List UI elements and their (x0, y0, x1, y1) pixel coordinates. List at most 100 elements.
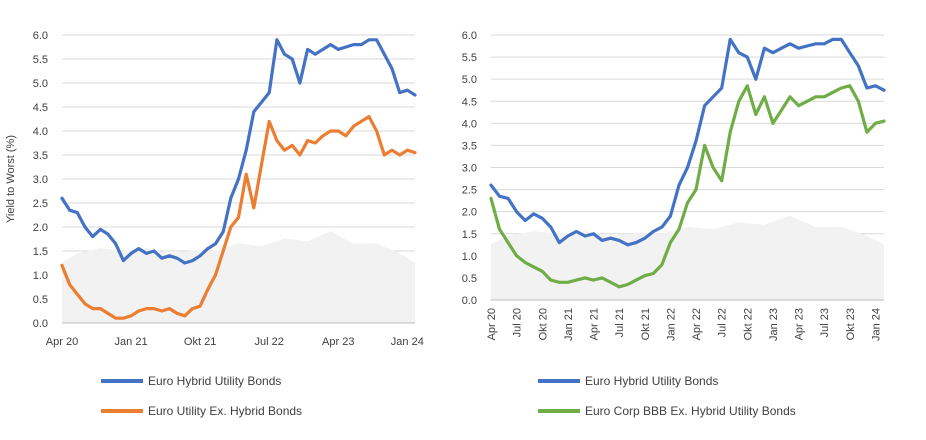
data-point (857, 64, 860, 68)
data-point (557, 280, 561, 284)
data-point (651, 272, 655, 275)
y-tick-label: 6.0 (33, 30, 48, 42)
data-point (221, 230, 225, 234)
data-point (75, 292, 79, 296)
x-tick-label: Apr 20 (486, 308, 498, 340)
data-point (244, 172, 248, 176)
data-point (523, 219, 527, 222)
legend-label: Euro Corp BBB Ex. Hybrid Utility Bonds (585, 404, 796, 418)
data-point (788, 95, 792, 99)
data-point (771, 121, 775, 125)
data-point (214, 242, 217, 246)
data-point (575, 278, 578, 282)
data-point (831, 91, 835, 94)
data-point (540, 269, 544, 273)
y-tick-label: 5.0 (33, 78, 48, 90)
series-line-1 (60, 38, 417, 265)
data-point (168, 307, 171, 310)
data-point (160, 256, 164, 260)
y-tick-label: 3.5 (462, 140, 477, 152)
data-point (352, 124, 355, 128)
legend-label: Euro Hybrid Utility Bonds (148, 374, 281, 388)
x-tick-label: Jan 23 (768, 308, 780, 341)
data-point (754, 77, 758, 81)
data-point (711, 95, 715, 99)
data-point (737, 51, 741, 55)
y-tick-label: 2.0 (33, 222, 48, 234)
data-point (609, 236, 612, 240)
data-point (175, 256, 179, 260)
data-point (523, 261, 527, 264)
y-tick-label: 3.0 (33, 174, 48, 186)
y-tick-label: 5.5 (462, 52, 477, 64)
x-tick-label: Okt 21 (184, 336, 216, 348)
x-tick-label: Jul 21 (614, 308, 626, 337)
data-point (122, 316, 125, 320)
x-tick-label: Apr 22 (691, 308, 703, 340)
background-area (62, 231, 415, 323)
data-point (398, 91, 402, 94)
data-point (60, 196, 64, 200)
data-point (321, 134, 325, 138)
data-point (298, 153, 302, 157)
data-point (848, 84, 852, 88)
data-point (91, 235, 95, 239)
y-tick-label: 3.5 (33, 150, 48, 162)
data-point (283, 148, 286, 152)
data-point (206, 288, 210, 291)
x-tick-label: Jan 22 (665, 308, 677, 341)
data-point (237, 216, 240, 219)
data-point (643, 274, 647, 278)
data-point (728, 130, 732, 134)
data-point (183, 314, 187, 318)
data-point (283, 52, 286, 56)
data-point (763, 46, 766, 50)
data-point (848, 51, 852, 55)
data-point (703, 104, 706, 108)
data-point (566, 234, 570, 238)
y-tick-label: 4.5 (33, 102, 48, 114)
data-point (60, 264, 64, 267)
data-point (489, 197, 493, 200)
data-point (198, 254, 202, 258)
data-point (882, 88, 886, 92)
data-point (252, 110, 256, 114)
data-point (152, 249, 156, 253)
data-point (91, 307, 95, 310)
data-point (137, 309, 141, 313)
data-point (122, 259, 125, 262)
x-tick-label: Okt 23 (845, 308, 857, 340)
data-point (745, 55, 749, 59)
chart-panel-1: 0.0 0.5 1.0 1.5 2.0 2.5 3.0 3.5 4.0 4.5 5.0 5.5 6.0 A… (5, 30, 424, 418)
data-point (367, 115, 371, 118)
legend-label: Euro Utility Ex. Hybrid Bonds (148, 404, 302, 418)
data-point (191, 259, 194, 262)
data-point (720, 86, 724, 90)
data-point (780, 108, 783, 112)
data-point (763, 95, 766, 99)
data-point (359, 120, 363, 123)
data-point (275, 139, 279, 143)
data-point (198, 304, 202, 308)
data-point (137, 247, 141, 251)
y-tick-label: 0.0 (462, 295, 477, 307)
data-point (398, 153, 402, 157)
data-point (129, 314, 133, 318)
legend-label: Euro Hybrid Utility Bonds (585, 374, 718, 388)
data-point (532, 212, 536, 216)
data-point (694, 188, 698, 192)
y-tick-label: 0.5 (462, 273, 477, 285)
data-point (298, 81, 302, 85)
data-point (321, 48, 325, 51)
y-tick-label: 2.5 (462, 185, 477, 197)
data-point (145, 307, 148, 310)
data-point (129, 252, 133, 255)
data-point (114, 316, 118, 320)
y-tick-label: 1.0 (33, 270, 48, 282)
data-point (106, 232, 110, 236)
data-point (506, 241, 510, 245)
data-point (626, 283, 630, 286)
data-point (669, 214, 672, 218)
data-point (336, 48, 340, 51)
y-tick-label: 0.5 (33, 294, 48, 306)
